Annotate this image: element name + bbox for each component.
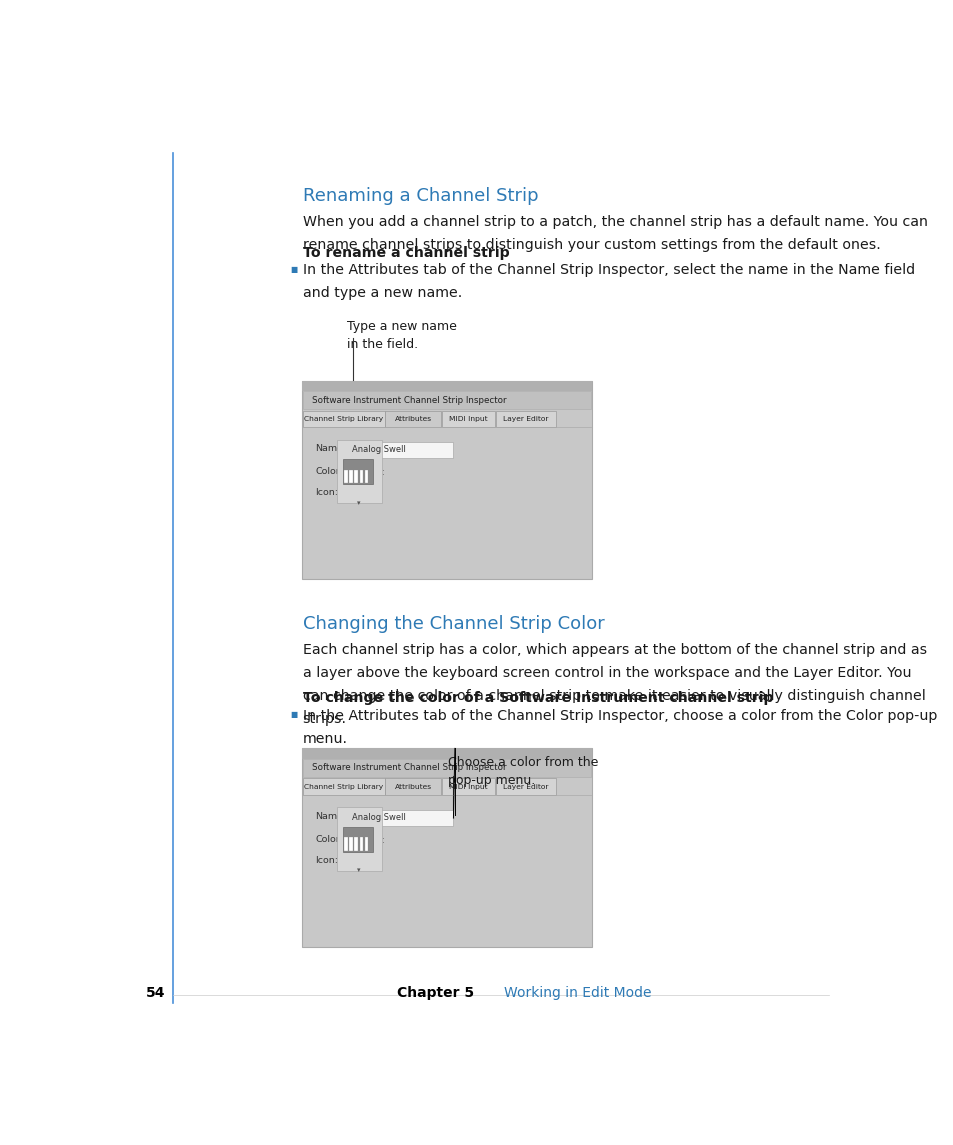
Text: ■: ■ bbox=[291, 266, 297, 275]
Text: Chapter 5: Chapter 5 bbox=[396, 986, 474, 1000]
Text: rename channel strips to distinguish your custom settings from the default ones.: rename channel strips to distinguish you… bbox=[302, 238, 880, 252]
Text: Layer Editor: Layer Editor bbox=[502, 783, 548, 790]
Text: To rename a channel strip: To rename a channel strip bbox=[302, 246, 509, 260]
Text: Each channel strip has a color, which appears at the bottom of the channel strip: Each channel strip has a color, which ap… bbox=[302, 643, 925, 657]
Text: Color:: Color: bbox=[314, 467, 343, 476]
Text: Type a new name
in the field.: Type a new name in the field. bbox=[347, 319, 456, 350]
Text: ■: ■ bbox=[291, 710, 297, 719]
Bar bbox=[354, 837, 357, 851]
Bar bbox=[349, 469, 353, 483]
Bar bbox=[364, 469, 368, 483]
Bar bbox=[349, 811, 453, 826]
Bar bbox=[301, 749, 592, 947]
Text: Icon:: Icon: bbox=[314, 855, 337, 864]
Bar bbox=[359, 837, 363, 851]
Bar bbox=[349, 837, 353, 851]
Text: 54: 54 bbox=[146, 986, 166, 1000]
Bar bbox=[303, 392, 590, 409]
Text: In the Attributes tab of the Channel Strip Inspector, choose a color from the Co: In the Attributes tab of the Channel Str… bbox=[302, 709, 936, 722]
Text: Choose a color from the
pop-up menu.: Choose a color from the pop-up menu. bbox=[448, 757, 598, 788]
Text: :: : bbox=[381, 836, 384, 845]
Text: Analog Swell: Analog Swell bbox=[352, 445, 406, 455]
Bar bbox=[344, 837, 347, 851]
Text: Name:: Name: bbox=[314, 812, 346, 821]
Text: ▾: ▾ bbox=[356, 499, 360, 506]
Bar bbox=[441, 779, 495, 795]
Bar bbox=[495, 411, 556, 427]
Bar bbox=[344, 469, 347, 483]
Bar bbox=[364, 837, 368, 851]
Text: menu.: menu. bbox=[302, 732, 347, 745]
Text: Software Instrument Channel Strip Inspector: Software Instrument Channel Strip Inspec… bbox=[312, 396, 506, 404]
Bar bbox=[354, 469, 357, 483]
Bar bbox=[441, 411, 495, 427]
Text: MIDI Input: MIDI Input bbox=[449, 416, 487, 423]
Bar bbox=[343, 459, 373, 484]
Text: Changing the Channel Strip Color: Changing the Channel Strip Color bbox=[302, 615, 603, 633]
Bar bbox=[337, 440, 381, 504]
Bar bbox=[385, 411, 440, 427]
Text: Working in Edit Mode: Working in Edit Mode bbox=[503, 986, 651, 1000]
Bar bbox=[495, 779, 556, 795]
Bar bbox=[349, 442, 453, 458]
Text: Channel Strip Library: Channel Strip Library bbox=[304, 416, 383, 423]
Text: Channel Strip Library: Channel Strip Library bbox=[304, 783, 383, 790]
Bar bbox=[343, 827, 373, 852]
Text: In the Attributes tab of the Channel Strip Inspector, select the name in the Nam: In the Attributes tab of the Channel Str… bbox=[302, 263, 914, 277]
Text: Icon:: Icon: bbox=[314, 488, 337, 497]
Text: Name:: Name: bbox=[314, 444, 346, 453]
Bar bbox=[303, 411, 384, 427]
Bar bbox=[301, 381, 592, 392]
Text: MIDI Input: MIDI Input bbox=[449, 783, 487, 790]
Text: Color:: Color: bbox=[314, 835, 343, 844]
Bar bbox=[301, 749, 592, 759]
Bar bbox=[349, 467, 378, 480]
Bar bbox=[385, 779, 440, 795]
Text: and type a new name.: and type a new name. bbox=[302, 286, 461, 300]
Bar bbox=[359, 469, 363, 483]
Text: When you add a channel strip to a patch, the channel strip has a default name. Y: When you add a channel strip to a patch,… bbox=[302, 215, 926, 229]
Bar bbox=[337, 807, 381, 871]
Text: To change the color of a Software Instrument channel strip: To change the color of a Software Instru… bbox=[302, 692, 773, 705]
Bar bbox=[303, 759, 590, 776]
Text: :: : bbox=[381, 468, 384, 477]
Text: can change the color of a channel strip to make it easier to visually distinguis: can change the color of a channel strip … bbox=[302, 689, 924, 703]
Bar bbox=[303, 779, 384, 795]
Text: a layer above the keyboard screen control in the workspace and the Layer Editor.: a layer above the keyboard screen contro… bbox=[302, 666, 910, 680]
Text: Attributes: Attributes bbox=[395, 783, 432, 790]
Text: strips.: strips. bbox=[302, 712, 346, 726]
Text: Attributes: Attributes bbox=[395, 416, 432, 423]
Bar bbox=[301, 381, 592, 579]
Text: Layer Editor: Layer Editor bbox=[502, 416, 548, 423]
Text: Analog Swell: Analog Swell bbox=[352, 813, 406, 822]
Text: Renaming a Channel Strip: Renaming a Channel Strip bbox=[302, 187, 537, 205]
Bar bbox=[349, 835, 378, 847]
Text: ▾: ▾ bbox=[356, 868, 360, 874]
Text: Software Instrument Channel Strip Inspector: Software Instrument Channel Strip Inspec… bbox=[312, 764, 506, 772]
